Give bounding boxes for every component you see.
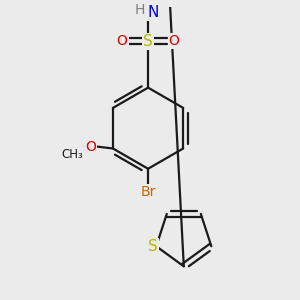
Text: O: O [169, 34, 180, 48]
Text: O: O [85, 140, 96, 154]
Text: S: S [143, 34, 153, 49]
Text: O: O [117, 34, 128, 48]
Text: CH₃: CH₃ [61, 148, 83, 161]
Text: Br: Br [140, 185, 156, 199]
Text: H: H [134, 3, 145, 17]
Text: N: N [147, 5, 159, 20]
Text: S: S [148, 239, 158, 254]
